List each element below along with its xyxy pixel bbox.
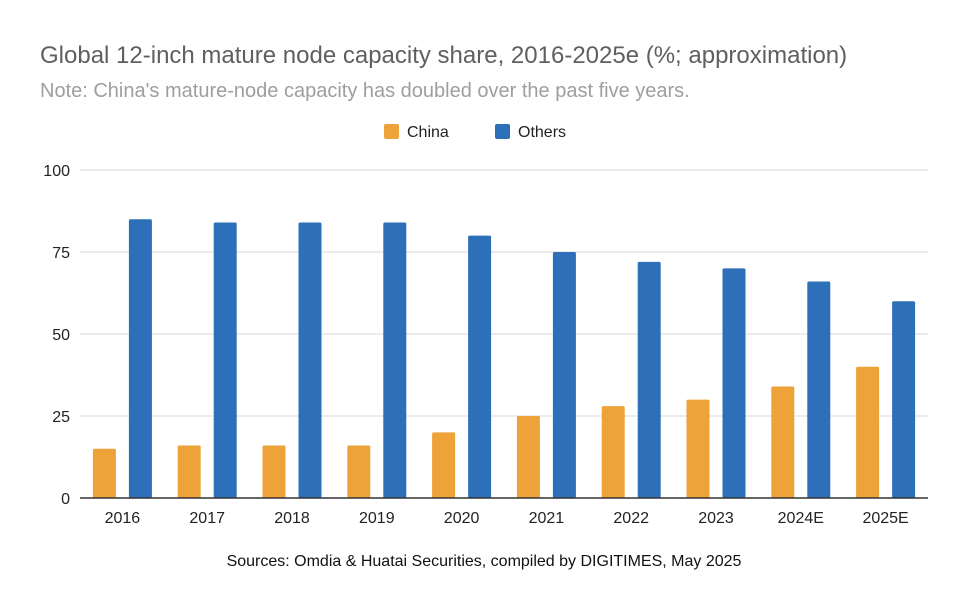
bar-china: [177, 445, 201, 498]
bar-china: [262, 445, 286, 498]
legend-swatch-china: [384, 124, 399, 139]
bar-china: [856, 366, 880, 498]
bar-china: [686, 399, 710, 498]
bar-china: [347, 445, 371, 498]
x-tick-label: 2018: [274, 510, 310, 527]
chart-title: Global 12-inch mature node capacity shar…: [40, 42, 848, 69]
bar-others: [128, 219, 152, 498]
chart-source: Sources: Omdia & Huatai Securities, comp…: [226, 553, 742, 570]
x-tick-label: 2022: [613, 510, 649, 527]
bar-others: [637, 261, 661, 498]
bar-others: [552, 252, 576, 498]
x-tick-label: 2019: [359, 510, 395, 527]
bar-others: [468, 235, 492, 498]
y-tick-label: 75: [52, 245, 70, 262]
x-tick-label: 2021: [529, 510, 565, 527]
legend-swatch-others: [495, 124, 510, 139]
bar-china: [432, 432, 456, 498]
bar-china: [601, 406, 625, 498]
legend-label-others: Others: [518, 124, 566, 141]
bar-china: [771, 386, 795, 498]
x-tick-label: 2016: [105, 510, 141, 527]
y-tick-label: 100: [43, 163, 70, 180]
bar-others: [383, 222, 407, 499]
bar-others: [213, 222, 237, 499]
bar-china: [516, 416, 540, 498]
y-tick-label: 0: [61, 491, 70, 508]
chart-subtitle: Note: China's mature-node capacity has d…: [40, 80, 690, 102]
x-tick-label: 2017: [189, 510, 225, 527]
bar-others: [892, 301, 916, 498]
bar-others: [298, 222, 322, 499]
bar-china: [92, 448, 116, 498]
x-tick-label: 2023: [698, 510, 734, 527]
y-tick-label: 25: [52, 409, 70, 426]
x-tick-label: 2025E: [862, 510, 908, 527]
x-tick-label: 2020: [444, 510, 480, 527]
legend-label-china: China: [407, 124, 449, 141]
bar-others: [722, 268, 746, 498]
y-tick-label: 50: [52, 327, 70, 344]
x-tick-label: 2024E: [778, 510, 824, 527]
bar-others: [807, 281, 831, 498]
